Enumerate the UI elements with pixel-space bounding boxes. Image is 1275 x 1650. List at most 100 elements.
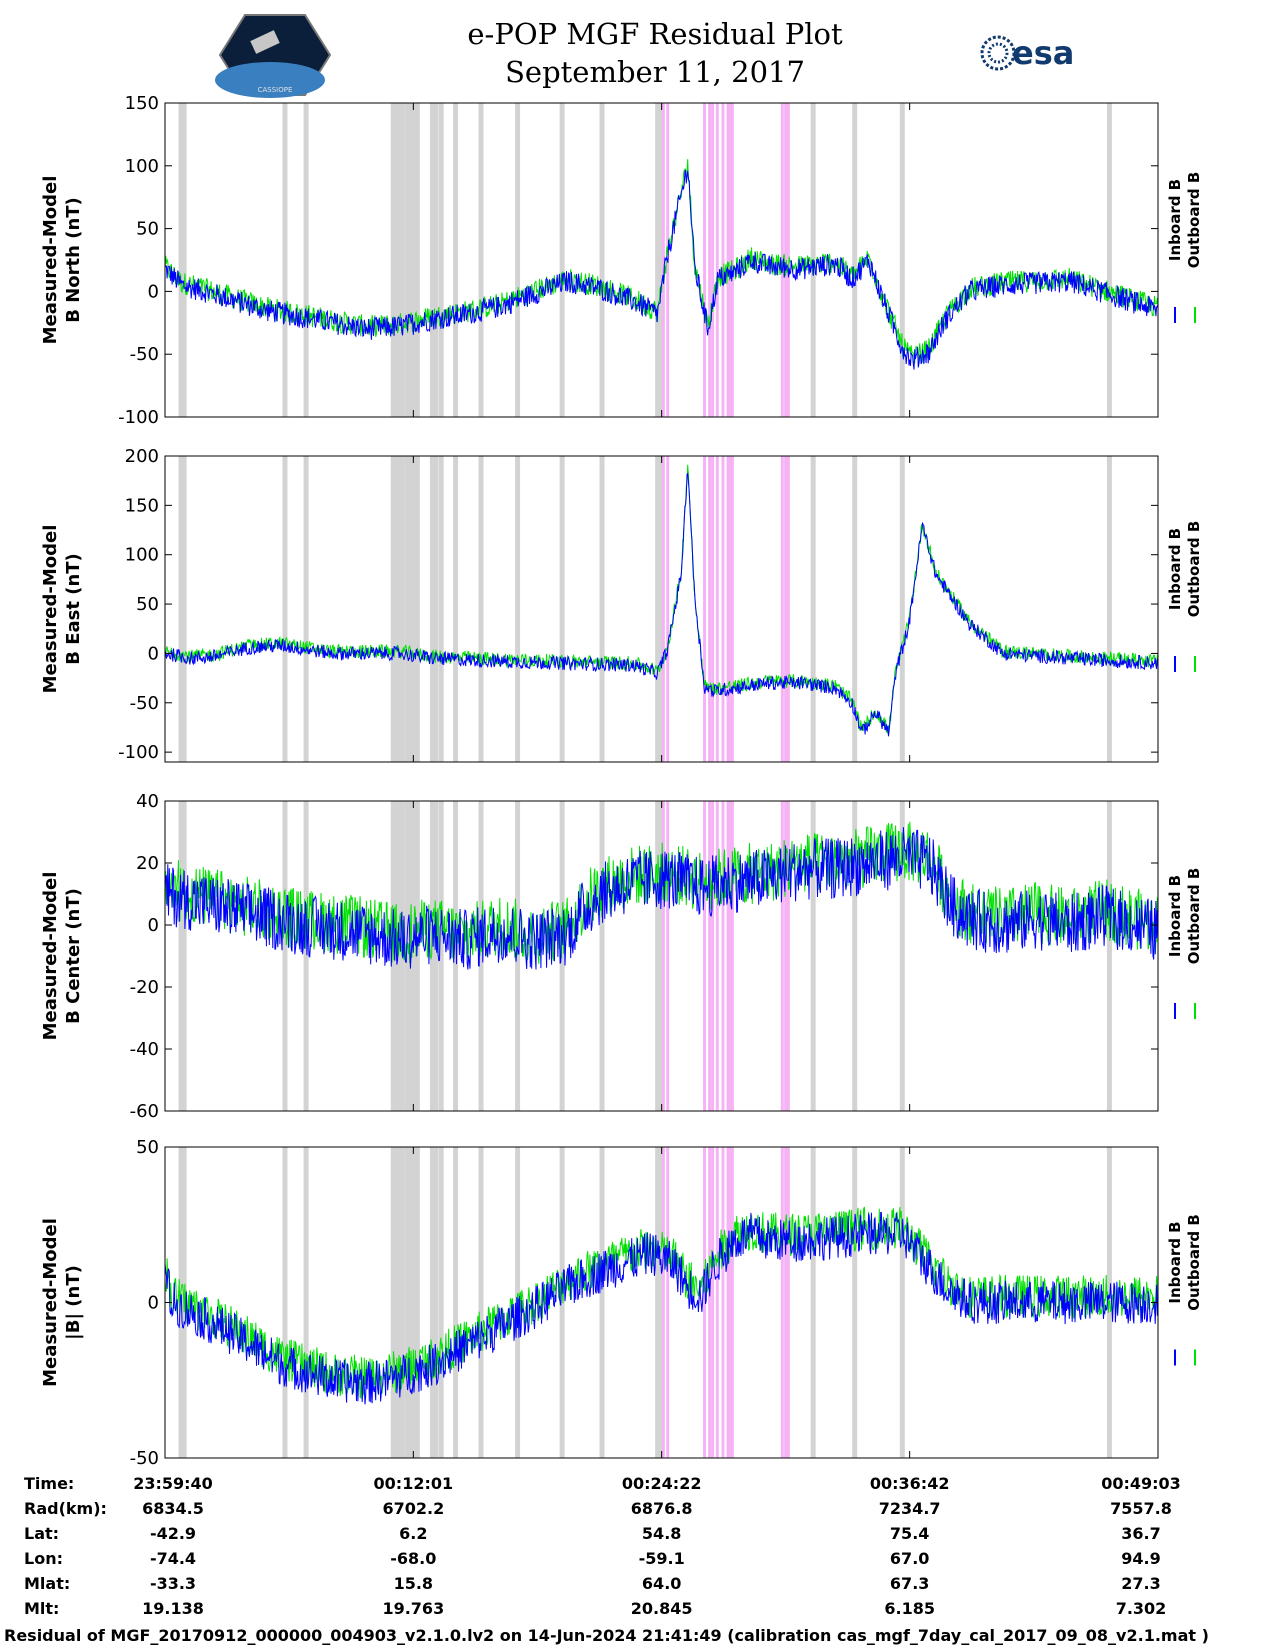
gray-band (404, 801, 410, 1111)
gray-band (852, 801, 858, 1111)
pink-band (666, 1147, 670, 1458)
table-cell: 54.8 (642, 1524, 681, 1543)
y-tick-label: 100 (125, 156, 159, 177)
y-tick-label: -50 (130, 1448, 159, 1469)
trace-group (165, 821, 1158, 970)
gray-band (410, 801, 416, 1111)
y-tick-label: 0 (148, 915, 159, 936)
gray-band (599, 456, 605, 762)
y-tick-label: -60 (130, 1101, 159, 1122)
table-cell: 7557.8 (1110, 1499, 1172, 1518)
gray-band (396, 1147, 402, 1458)
table-cell: 27.3 (1121, 1574, 1160, 1593)
gray-band (390, 1147, 396, 1458)
table-cell: 00:36:42 (870, 1474, 950, 1493)
gray-band (655, 103, 661, 417)
gray-band (599, 801, 605, 1111)
gray-band (515, 801, 521, 1111)
gray-band (282, 103, 288, 417)
table-cell: 00:12:01 (374, 1474, 454, 1493)
pink-band (711, 1147, 715, 1458)
gray-band (478, 103, 484, 417)
gray-band (515, 456, 521, 762)
gray-band (282, 1147, 288, 1458)
pink-band (786, 1147, 790, 1458)
pink-band (780, 1147, 784, 1458)
table-cell: 19.763 (382, 1599, 444, 1618)
gray-band (852, 456, 858, 762)
panel-3: -60 -40 -20 0 20 40 Measured-Model B Center (nT… (40, 791, 1203, 1122)
table-cell: 67.3 (890, 1574, 929, 1593)
pink-band (786, 801, 790, 1111)
gray-band (810, 1147, 816, 1458)
gray-band (178, 103, 184, 417)
gray-band (414, 456, 420, 762)
gray-band (438, 456, 444, 762)
pink-band (661, 801, 665, 1111)
table-cell: -33.3 (150, 1574, 196, 1593)
inboard-b-line (165, 827, 1158, 970)
table-cell: 6702.2 (382, 1499, 444, 1518)
y-tick-label: 50 (136, 1137, 159, 1158)
gray-band (657, 103, 663, 417)
gray-band (599, 1147, 605, 1458)
pink-band (708, 456, 712, 762)
gray-band (559, 103, 565, 417)
gray-band (404, 456, 410, 762)
gray-band (453, 801, 459, 1111)
gray-band (599, 103, 605, 417)
pink-band (728, 103, 732, 417)
gray-band (655, 456, 661, 762)
pink-band (661, 103, 665, 417)
pink-band (730, 103, 734, 417)
pink-band (708, 1147, 712, 1458)
table-row-label: Lon: (24, 1549, 63, 1568)
table-cell: 23:59:40 (133, 1474, 213, 1493)
table-cell: 7.302 (1116, 1599, 1167, 1618)
trace-group (165, 464, 1158, 737)
gray-band (390, 456, 396, 762)
gray-band (899, 456, 905, 762)
table-cell: 15.8 (394, 1574, 433, 1593)
gray-band (433, 1147, 439, 1458)
footer-caption: Residual of MGF_20170912_000000_004903_v… (4, 1626, 1209, 1645)
y-tick-label: 50 (136, 594, 159, 615)
gray-band (178, 456, 184, 762)
gray-band (852, 1147, 858, 1458)
y-tick-label: 200 (125, 446, 159, 467)
gray-band (1106, 103, 1112, 417)
gray-band (438, 1147, 444, 1458)
legend-labels: Inboard BOutboard B (1166, 868, 1203, 965)
y-tick-label: -50 (130, 693, 159, 714)
gray-band (399, 1147, 405, 1458)
ephemeris-table: Time: 23:59:40 00:12:01 00:24:22 00:36:42 00:… (24, 1474, 1181, 1618)
gray-band (810, 801, 816, 1111)
gray-band (559, 801, 565, 1111)
table-cell: 75.4 (890, 1524, 929, 1543)
pink-band (726, 1147, 730, 1458)
table-cell: 00:49:03 (1101, 1474, 1181, 1493)
y-tick-label: -40 (130, 1039, 159, 1060)
cassiope-logo-label: CASSIOPE (258, 86, 293, 94)
gray-band (438, 103, 444, 417)
y-tick-label: -20 (130, 977, 159, 998)
pink-band (703, 456, 707, 762)
pink-band (721, 1147, 725, 1458)
gray-band (559, 456, 565, 762)
table-cell: 67.0 (890, 1549, 929, 1568)
gray-band (282, 456, 288, 762)
inboard-b-line (165, 1211, 1158, 1405)
table-cell: 00:24:22 (622, 1474, 702, 1493)
table-cell: 6.2 (399, 1524, 427, 1543)
pink-band (780, 801, 784, 1111)
gray-band (453, 456, 459, 762)
pink-band (721, 801, 725, 1111)
cassiope-logo: CASSIOPE (215, 14, 332, 98)
gray-band (657, 801, 663, 1111)
pink-band (715, 103, 719, 417)
y-axis-label: Measured-Model B East (nT) (40, 525, 84, 694)
table-cell: 6876.8 (631, 1499, 693, 1518)
pink-band (661, 1147, 665, 1458)
gray-band (303, 801, 309, 1111)
